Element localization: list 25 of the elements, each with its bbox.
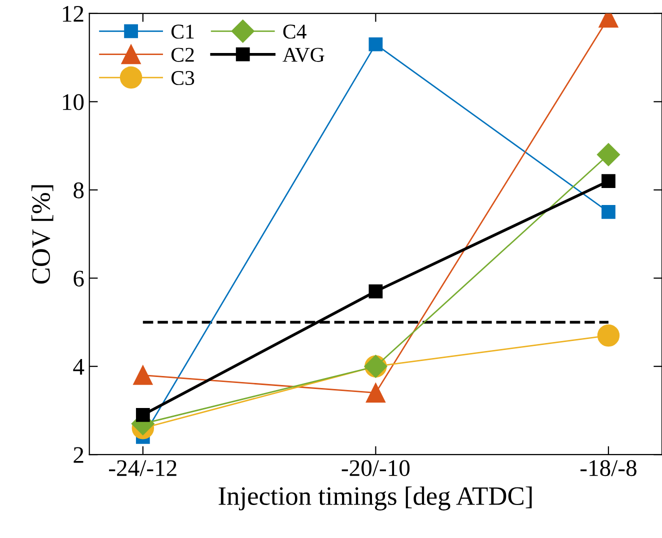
legend-label: AVG xyxy=(282,48,324,62)
x-tick-label: -18/-8 xyxy=(580,460,636,476)
point xyxy=(597,324,620,347)
legend-label: C4 xyxy=(283,24,306,39)
point xyxy=(596,143,620,166)
x-axis-title: Injection timings [deg ATDC] xyxy=(218,486,532,510)
y-tick-label: 12 xyxy=(62,6,84,22)
point xyxy=(366,383,386,403)
legend-label: C3 xyxy=(171,71,194,86)
y-tick-label: 4 xyxy=(73,359,84,375)
legend-label: C1 xyxy=(171,24,194,39)
y-tick-label: 6 xyxy=(74,270,84,287)
point xyxy=(368,284,383,298)
point xyxy=(602,205,616,219)
point xyxy=(602,174,616,188)
point xyxy=(368,37,383,52)
y-tick-label: 8 xyxy=(74,182,84,198)
x-tick-label: -20/-10 xyxy=(342,460,410,476)
y-tick-label: 2 xyxy=(74,447,84,463)
legend-label: C2 xyxy=(171,48,194,62)
y-tick-label: 10 xyxy=(62,94,84,110)
y-axis-title: COV [%] xyxy=(31,185,54,284)
point xyxy=(136,408,150,422)
point xyxy=(133,365,153,385)
x-tick-label: -24/-12 xyxy=(109,460,176,476)
